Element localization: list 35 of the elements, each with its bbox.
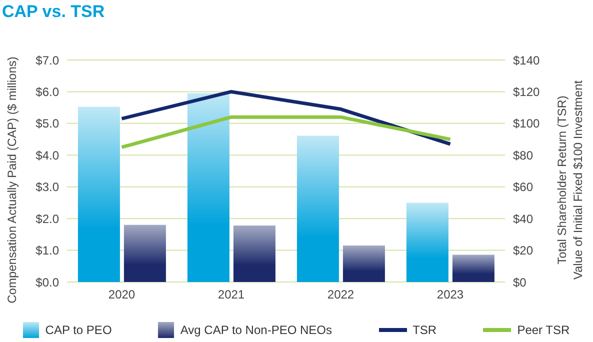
- bar: [452, 254, 494, 282]
- chart-title: CAP vs. TSR: [2, 2, 105, 22]
- y2-tick-label: $80: [513, 148, 534, 162]
- y-tick-label: $4.0: [36, 148, 60, 162]
- y2-tick-label: $0: [513, 275, 527, 290]
- y-tick-label: $1.0: [36, 244, 60, 258]
- x-tick-label: 2023: [436, 288, 464, 302]
- bar: [124, 224, 166, 282]
- y-tick-label: $0.0: [36, 275, 60, 290]
- bar: [78, 106, 120, 282]
- x-tick-label: 2022: [327, 288, 354, 302]
- y2-tick-label: $40: [513, 212, 534, 226]
- y-tick-label: $7.0: [36, 53, 60, 68]
- x-tick-label: 2021: [218, 288, 245, 302]
- y2-tick-label: $20: [513, 244, 534, 258]
- y2-tick-label: $100: [513, 116, 540, 131]
- y2-tick-label: $60: [513, 180, 534, 194]
- legend-label: TSR: [412, 323, 437, 337]
- y2-tick-label: $120: [513, 84, 540, 99]
- y-tick-label: $2.0: [36, 212, 60, 226]
- y-tick-label: $3.0: [36, 180, 60, 194]
- y-tick-label: $6.0: [36, 84, 60, 99]
- bar: [187, 93, 230, 282]
- x-tick-label: 2020: [108, 288, 136, 302]
- legend-label: Peer TSR: [517, 323, 570, 337]
- y-axis-title: Compensation Actually Paid (CAP) ($ millions): [5, 56, 19, 306]
- y2-tick-label: $140: [513, 53, 540, 68]
- bar: [233, 226, 276, 282]
- bar: [406, 202, 448, 282]
- bar: [342, 246, 385, 282]
- y-tick-label: $5.0: [36, 116, 60, 131]
- legend-label: CAP to PEO: [45, 323, 112, 337]
- legend-label: Avg CAP to Non-PEO NEOs: [180, 323, 332, 337]
- bar: [296, 136, 339, 282]
- line-series: [120, 90, 452, 146]
